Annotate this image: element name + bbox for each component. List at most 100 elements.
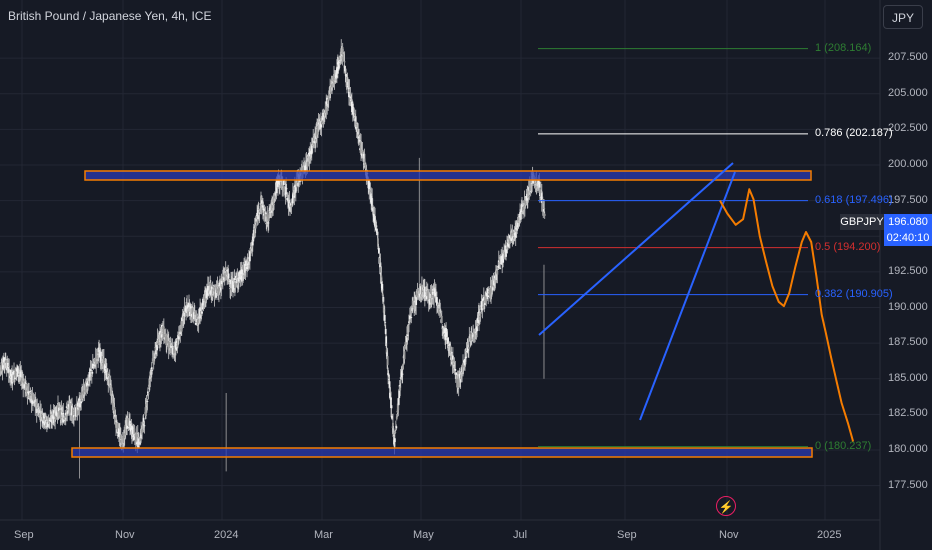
candle-body bbox=[168, 347, 171, 350]
price-tick: 207.500 bbox=[888, 51, 928, 64]
candle-body bbox=[222, 274, 225, 277]
candle-body bbox=[382, 296, 385, 302]
candle-body bbox=[518, 215, 521, 218]
candle-body bbox=[269, 212, 272, 214]
candle-body bbox=[217, 288, 219, 291]
candle-body bbox=[329, 84, 332, 94]
candle-body bbox=[169, 342, 172, 344]
candle-body bbox=[43, 413, 45, 419]
candle-body bbox=[350, 100, 352, 101]
time-tick: Mar bbox=[314, 529, 333, 541]
candle-body bbox=[91, 372, 94, 374]
candle-body bbox=[75, 404, 78, 416]
candle-body bbox=[129, 425, 132, 432]
candle-body bbox=[481, 308, 484, 311]
candle-body bbox=[202, 299, 205, 306]
candle-body bbox=[358, 136, 361, 138]
candle-body bbox=[505, 249, 508, 254]
price-tick: 190.000 bbox=[888, 300, 928, 313]
candle-body bbox=[327, 99, 330, 104]
fib-level-label: 0.786 (202.187) bbox=[815, 126, 893, 139]
candle-body bbox=[494, 278, 497, 284]
candle-body bbox=[282, 180, 285, 186]
candle-body bbox=[392, 422, 394, 429]
candle-body bbox=[334, 77, 336, 78]
candle-body bbox=[76, 402, 79, 409]
candle-body bbox=[308, 154, 311, 162]
candle-body bbox=[15, 371, 18, 373]
candle-body bbox=[212, 286, 215, 288]
candle-body bbox=[504, 245, 507, 252]
candle-body bbox=[92, 366, 95, 369]
candle-body bbox=[462, 363, 464, 373]
candle-body bbox=[181, 317, 184, 322]
candle-body bbox=[263, 214, 265, 216]
candle-body bbox=[460, 374, 462, 380]
candle-body bbox=[86, 382, 88, 388]
candle-body bbox=[246, 261, 249, 270]
candle-body bbox=[393, 440, 396, 447]
candle-body bbox=[537, 181, 539, 183]
candle-body bbox=[321, 120, 324, 124]
candle-body bbox=[87, 383, 90, 385]
candle-body bbox=[78, 398, 81, 407]
candle-body bbox=[29, 391, 32, 392]
lightning-icon[interactable]: ⚡ bbox=[716, 496, 736, 516]
candle-body bbox=[60, 408, 63, 411]
candle-body bbox=[94, 364, 97, 367]
candle-body bbox=[219, 282, 221, 288]
candle-body bbox=[268, 209, 271, 218]
candle-body bbox=[114, 418, 117, 424]
candle-body bbox=[258, 212, 260, 215]
price-tick: 180.000 bbox=[888, 443, 928, 455]
candle-body bbox=[165, 343, 168, 346]
candle-body bbox=[426, 290, 429, 296]
candle-body bbox=[44, 417, 47, 424]
candle-body bbox=[61, 411, 64, 413]
candle-body bbox=[13, 370, 15, 375]
candle-body bbox=[510, 237, 513, 242]
candle-body bbox=[440, 315, 443, 324]
candle-body bbox=[186, 302, 188, 307]
candle-body bbox=[256, 215, 259, 223]
candle-body bbox=[376, 228, 378, 233]
candle-body bbox=[524, 200, 527, 205]
candle-body bbox=[83, 390, 85, 395]
currency-button[interactable]: JPY bbox=[883, 5, 923, 29]
candle-body bbox=[172, 346, 174, 355]
candle-body bbox=[176, 334, 179, 347]
candle-body bbox=[191, 307, 194, 309]
candle-body bbox=[338, 56, 341, 61]
candle-body bbox=[530, 179, 533, 191]
candle-body bbox=[480, 306, 482, 309]
candle-body bbox=[137, 438, 140, 448]
candle-body bbox=[149, 371, 152, 378]
candle-body bbox=[485, 292, 488, 297]
candle-body bbox=[96, 349, 99, 354]
candle-body bbox=[161, 327, 164, 334]
lower-trendline bbox=[639, 171, 736, 421]
candle-body bbox=[522, 206, 524, 211]
candle-body bbox=[222, 277, 225, 280]
candle-body bbox=[538, 181, 541, 188]
candle-body bbox=[135, 431, 138, 443]
candle-body bbox=[274, 194, 276, 198]
candle-body bbox=[297, 183, 300, 187]
candle-body bbox=[193, 311, 196, 317]
candle-body bbox=[31, 399, 34, 404]
candle-body bbox=[273, 204, 275, 205]
candle-body bbox=[58, 405, 61, 407]
candle-body bbox=[78, 397, 81, 401]
candle-body bbox=[287, 198, 289, 201]
candle-body bbox=[362, 153, 365, 162]
candle-body bbox=[453, 365, 456, 367]
candle-body bbox=[472, 332, 475, 335]
candle-body bbox=[499, 267, 502, 269]
candle-body bbox=[156, 341, 158, 351]
candle-body bbox=[317, 126, 319, 135]
candle-body bbox=[378, 248, 380, 254]
candle-body bbox=[364, 161, 366, 164]
candle-body bbox=[12, 380, 15, 382]
candle-body bbox=[523, 200, 526, 204]
